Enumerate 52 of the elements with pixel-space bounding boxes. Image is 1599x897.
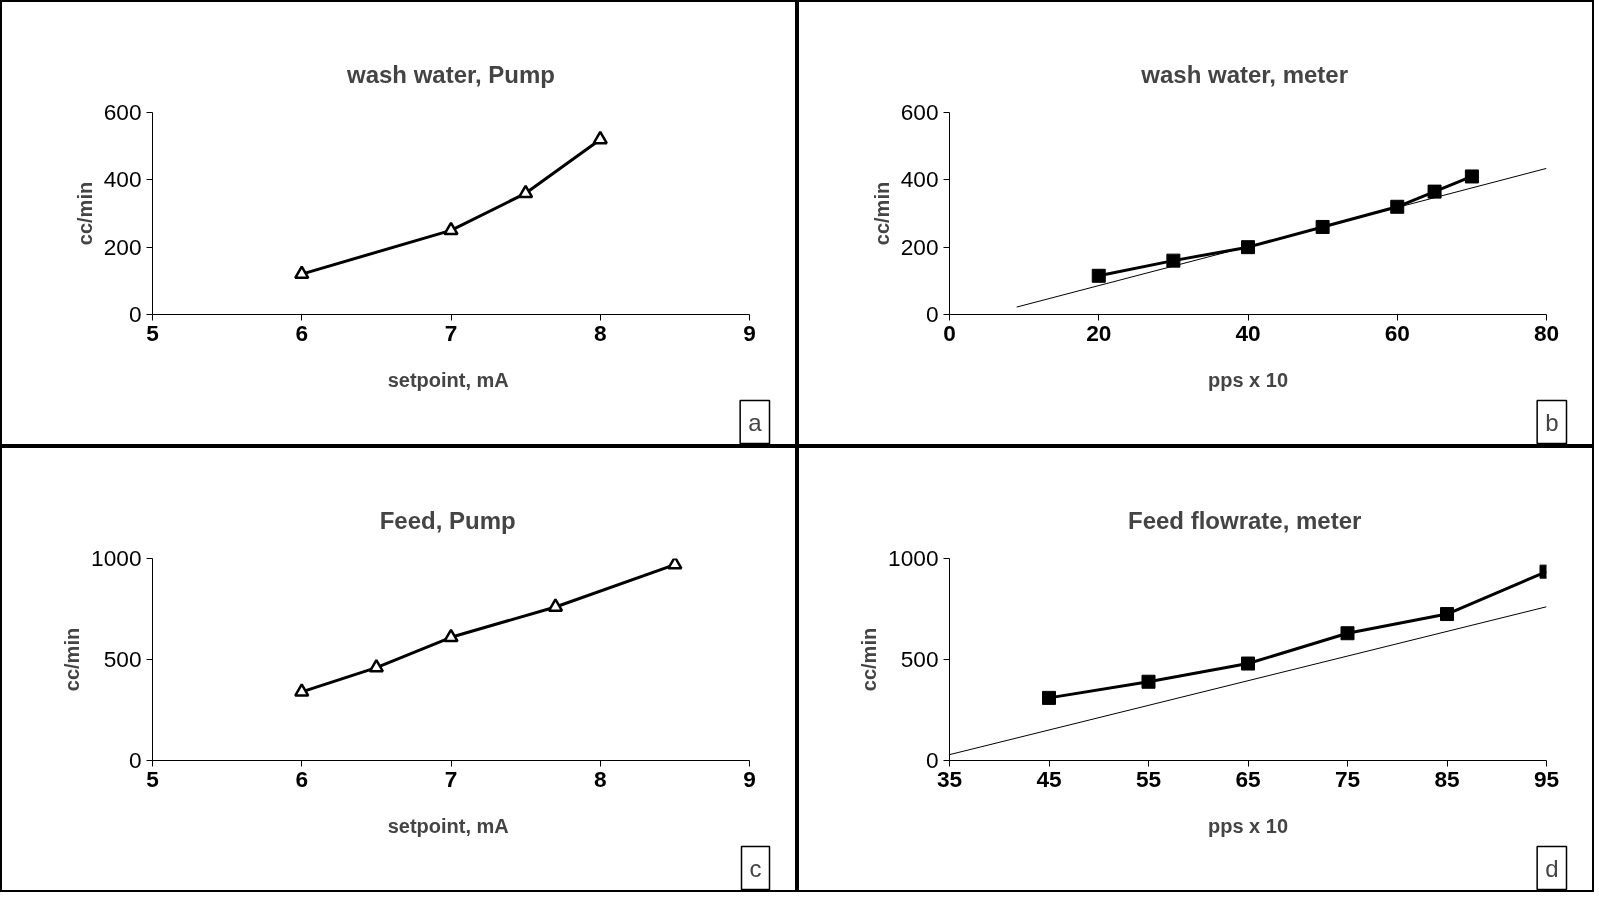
y-tick-label: 1000 (91, 545, 142, 571)
y-tick-label: 500 (103, 646, 142, 672)
x-axis-title: setpoint, mA (387, 368, 509, 391)
y-axis-title: cc/min (870, 181, 893, 246)
x-axis-title: pps x 10 (1207, 814, 1289, 837)
x-tick-label: 45 (1036, 765, 1062, 792)
chart-title: Feed, Pump (379, 506, 516, 534)
y-tick-label: 0 (925, 301, 939, 327)
x-tick-label: 7 (444, 765, 458, 792)
x-tick-label: 40 (1235, 319, 1261, 346)
x-tick-label: 6 (295, 319, 309, 346)
x-axis-title: pps x 10 (1207, 368, 1289, 391)
x-tick-label: 8 (593, 319, 607, 346)
x-tick-label: 7 (444, 319, 458, 346)
x-tick-label: 9 (743, 765, 756, 792)
x-tick-label: 5 (146, 765, 159, 792)
x-tick-label: 8 (593, 765, 607, 792)
y-tick-label: 200 (900, 233, 939, 260)
x-tick-label: 35 (936, 765, 963, 792)
x-tick-label: 80 (1533, 319, 1560, 346)
chart-title: wash water, Pump (345, 60, 556, 88)
y-tick-label: 600 (103, 99, 142, 125)
x-tick-label: 55 (1135, 765, 1162, 792)
y-tick-label: 0 (128, 301, 142, 327)
x-tick-label: 6 (295, 765, 309, 792)
x-tick-label: 5 (146, 319, 159, 346)
text: c (749, 854, 762, 882)
y-tick-label: 0 (128, 747, 142, 773)
x-tick-label: 9 (743, 319, 756, 346)
y-axis-title: cc/min (858, 627, 881, 692)
y-tick-label: 200 (103, 233, 142, 260)
y-tick-label: 400 (900, 166, 939, 193)
x-tick-label: 20 (1086, 319, 1112, 346)
y-axis-title: cc/min (73, 181, 96, 246)
y-axis-title: cc/min (61, 627, 84, 692)
x-tick-label: 85 (1434, 765, 1460, 792)
y-tick-label: 400 (103, 166, 142, 193)
y-tick-label: 600 (900, 99, 939, 125)
y-tick-label: 500 (900, 646, 939, 672)
chart-title: wash water, meter (1140, 60, 1349, 88)
x-axis-title: setpoint, mA (387, 814, 509, 837)
x-tick-label: 0 (943, 319, 956, 346)
x-tick-label: 95 (1533, 765, 1560, 792)
y-tick-label: 0 (925, 747, 939, 773)
text: d (1545, 854, 1559, 882)
text: b (1545, 408, 1559, 436)
y-tick-label: 1000 (888, 545, 939, 571)
text: a (748, 408, 763, 436)
x-tick-label: 65 (1235, 765, 1261, 792)
chart-title: Feed flowrate, meter (1127, 506, 1362, 534)
x-tick-label: 60 (1384, 319, 1410, 346)
x-tick-label: 75 (1334, 765, 1361, 792)
